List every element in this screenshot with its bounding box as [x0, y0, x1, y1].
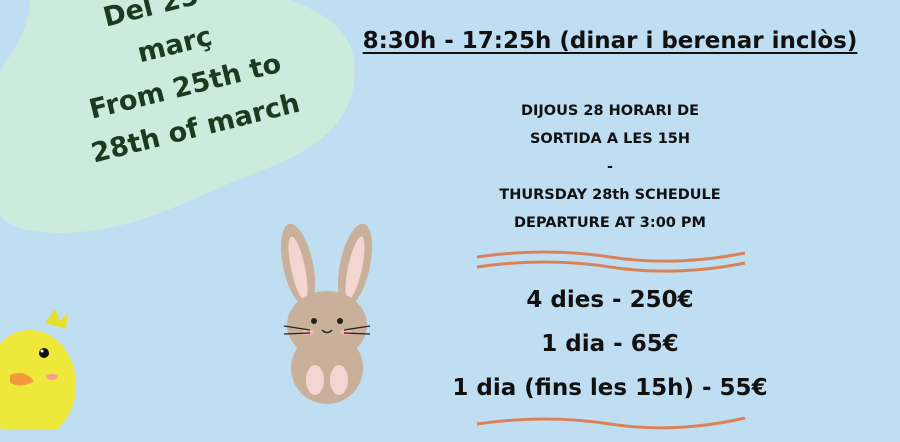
hours-text: 8:30h - 17:25h (dinar i berenar inclòs): [362, 28, 858, 54]
bunny-icon: [280, 223, 373, 404]
schedule-line: -: [606, 159, 614, 175]
price-item: 4 dies - 250€: [526, 287, 694, 313]
price-item: 1 dia (fins les 15h) - 55€: [452, 375, 768, 401]
wave-divider-icon: [476, 416, 746, 430]
schedule-line: DEPARTURE AT 3:00 PM: [514, 215, 706, 231]
thursday-schedule-note: DIJOUS 28 HORARI DE SORTIDA A LES 15H - …: [330, 97, 890, 237]
green-blob-background: [0, 0, 355, 233]
price-list: 4 dies - 250€ 1 dia - 65€ 1 dia (fins le…: [330, 278, 890, 410]
chick-icon: [0, 309, 76, 430]
schedule-line: SORTIDA A LES 15H: [529, 131, 691, 147]
schedule-line: THURSDAY 28th SCHEDULE: [499, 187, 721, 203]
schedule-line: DIJOUS 28 HORARI DE: [520, 103, 700, 119]
wave-divider-icon: [476, 250, 746, 273]
price-item: 1 dia - 65€: [541, 331, 679, 357]
